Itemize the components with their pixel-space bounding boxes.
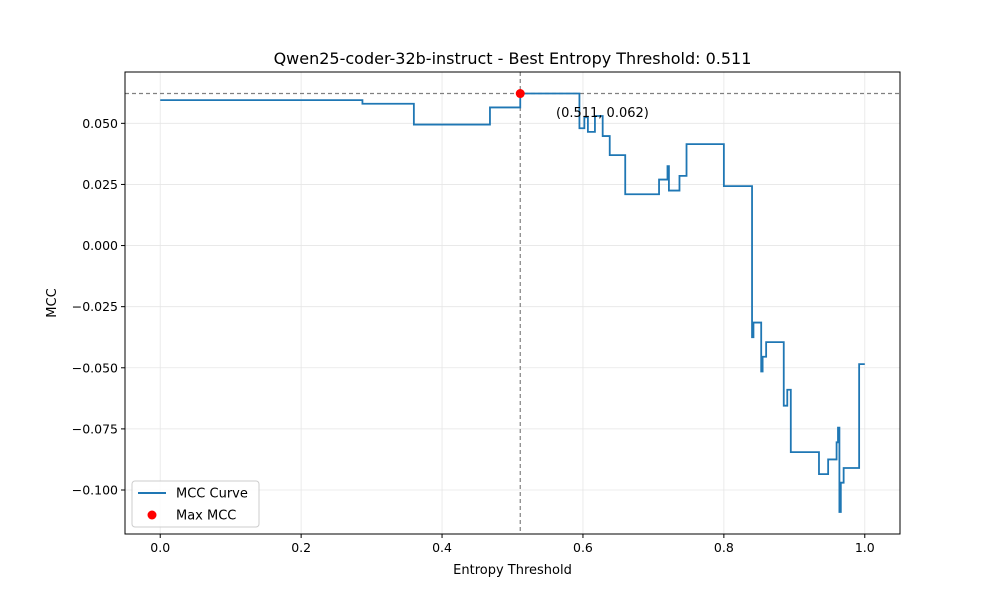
reference-lines bbox=[125, 72, 900, 534]
y-axis-ticks: 0.050 0.025 0.000 −0.025 −0.050 −0.075 −0.100 bbox=[72, 116, 125, 498]
y-tick-label: −0.075 bbox=[72, 421, 118, 436]
y-tick-label: −0.100 bbox=[72, 483, 118, 498]
plot-frame bbox=[124, 71, 901, 535]
x-tick-label: 0.6 bbox=[573, 540, 593, 555]
x-tick-label: 0.0 bbox=[150, 540, 170, 555]
legend-dot-swatch bbox=[147, 510, 157, 520]
y-axis-label: MCC bbox=[45, 288, 60, 317]
grid-lines bbox=[125, 72, 900, 534]
max-mcc-point bbox=[515, 89, 525, 99]
legend: MCC Curve Max MCC bbox=[131, 480, 260, 528]
x-tick-label: 0.4 bbox=[432, 540, 452, 555]
series-line-mcc-curve bbox=[160, 92, 865, 513]
y-tick-label: 0.025 bbox=[82, 177, 118, 192]
legend-entry-mcc-curve: MCC Curve bbox=[176, 487, 248, 502]
x-axis-label: Entropy Threshold bbox=[453, 563, 572, 578]
x-axis-ticks: 0.0 0.2 0.4 0.6 0.8 1.0 bbox=[150, 534, 875, 555]
series-layer bbox=[160, 92, 865, 513]
x-tick-label: 0.8 bbox=[714, 540, 734, 555]
max-point-annotation: (0.511, 0.062) bbox=[556, 106, 649, 121]
max-point-layer bbox=[515, 89, 525, 99]
legend-entry-max-mcc: Max MCC bbox=[176, 509, 236, 524]
chart-title: Qwen25-coder-32b-instruct - Best Entropy… bbox=[274, 49, 752, 68]
y-tick-label: 0.050 bbox=[82, 116, 118, 131]
x-tick-label: 0.2 bbox=[291, 540, 311, 555]
y-tick-label: 0.000 bbox=[82, 238, 118, 253]
y-tick-label: −0.025 bbox=[72, 299, 118, 314]
x-tick-label: 1.0 bbox=[855, 540, 875, 555]
y-tick-label: −0.050 bbox=[72, 360, 118, 375]
